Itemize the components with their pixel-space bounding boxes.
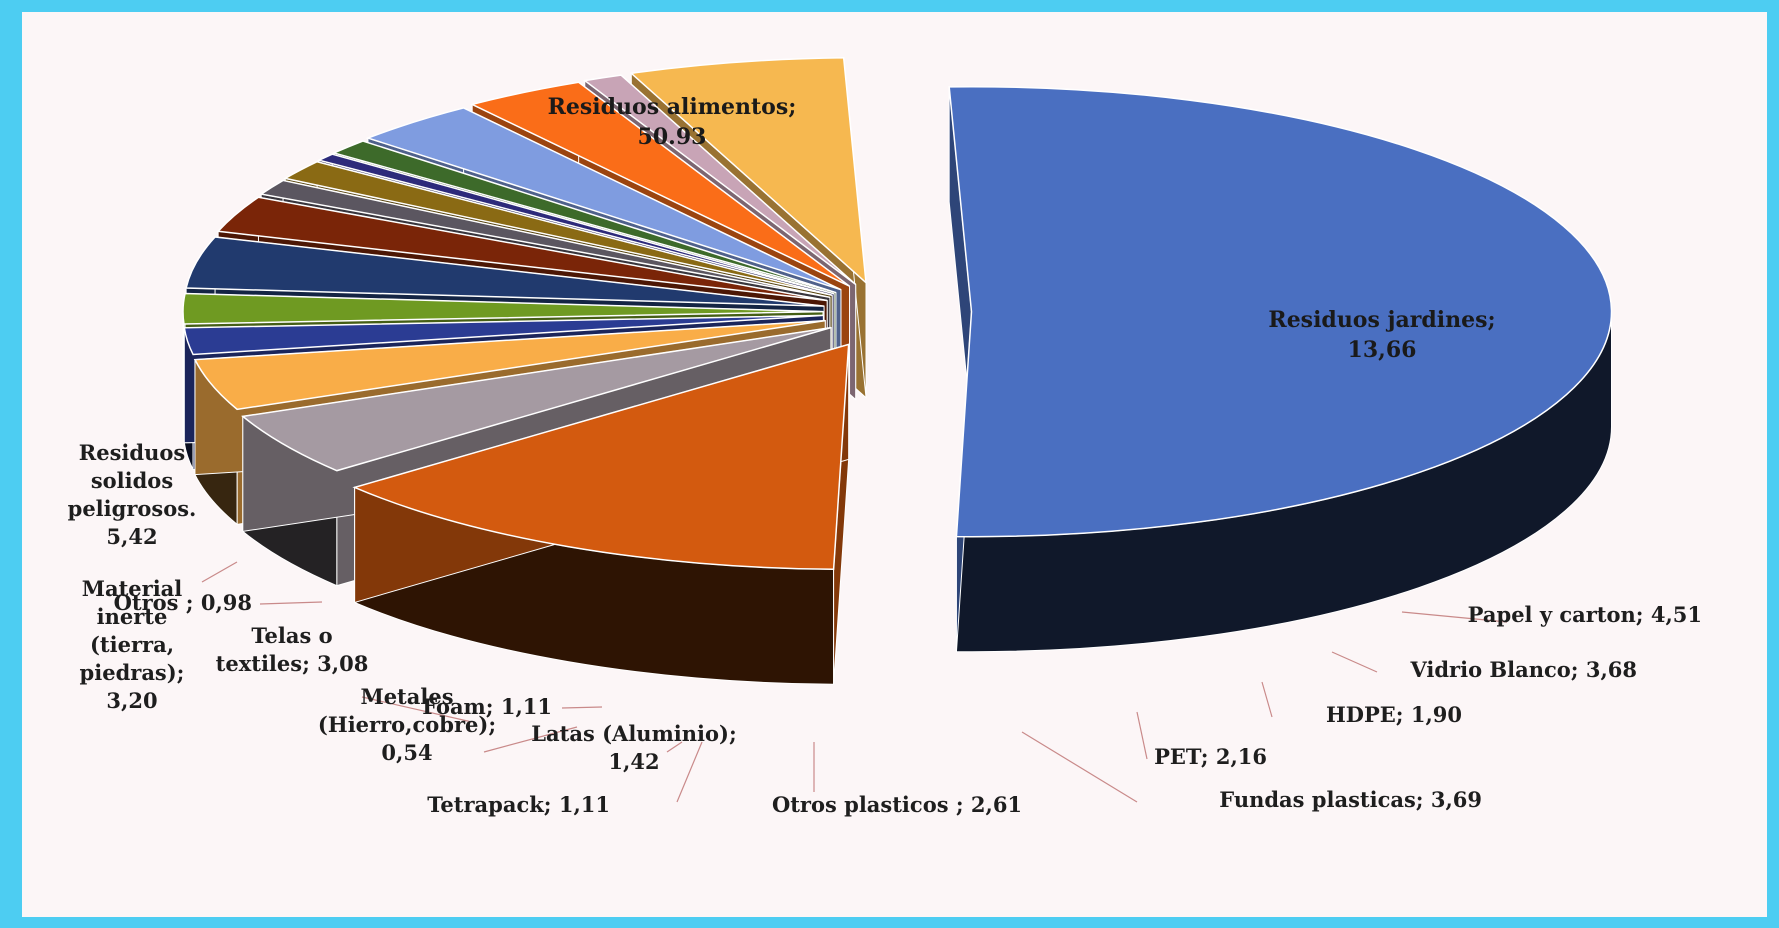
label-foam: Foam; 1,11 [422, 694, 552, 719]
label-tetrapack: Tetrapack; 1,11 [427, 792, 610, 817]
leader-telas-o-textiles [361, 696, 473, 723]
slice-tetrapack [259, 179, 831, 299]
slice-papel-y-carton [241, 326, 832, 472]
leader-pet [1136, 711, 1148, 760]
label-pet: PET; 2,16 [1154, 744, 1267, 769]
pie-chart: Residuos alimentos; 50.93 Residuos jardine… [68, 57, 1702, 817]
label-residuos-jardines: Residuos jardines; 13,66 [1268, 307, 1495, 363]
leader-lines [201, 561, 1508, 803]
leader-foam [561, 706, 603, 709]
leader-fundas-plasticas [1021, 731, 1138, 803]
slice-pet [182, 292, 824, 325]
label-hdpe: HDPE; 1,90 [1326, 702, 1462, 727]
label-papel-y-carton: Papel y carton; 4,51 [1468, 602, 1702, 627]
slice-residuos-solidos-peligrosos [629, 57, 867, 285]
label-residuos-solidos-peligrosos: Residuos solidos peligrosos. 5,42 [68, 440, 197, 549]
slice-foam [331, 140, 837, 294]
slice-otros-plasticos [216, 196, 828, 302]
leader-metales-hierro-cobre [483, 726, 578, 753]
label-otros-plasticos: Otros plasticos ; 2,61 [772, 792, 1022, 817]
leader-latas-aluminio [666, 741, 683, 753]
label-otros: Otros ; 0,98 [114, 590, 252, 615]
slice-hdpe [183, 314, 824, 356]
leader-hdpe [1261, 681, 1273, 718]
slice-fundas-plasticas [185, 236, 825, 307]
label-telas-o-textiles: Telas o textiles; 3,08 [216, 623, 369, 676]
slice-material-inerte-tierra-piedras [365, 107, 842, 291]
leader-papel-y-carton [1401, 611, 1508, 623]
slice-residuos-alimentos [948, 85, 1613, 538]
slice-otros [582, 74, 857, 286]
chart-panel: Residuos alimentos; 50.93 Residuos jardine… [22, 12, 1767, 917]
slice-telas-o-textiles [470, 81, 850, 287]
label-material-inerte-tierra-piedras: Material inerte (tierra, piedras); 3,20 [80, 576, 185, 713]
slice-tops [182, 57, 1613, 571]
slice-vidrio-blanco [193, 319, 826, 411]
leader-otros [259, 601, 323, 605]
label-fundas-plasticas: Fundas plasticas; 3,69 [1219, 787, 1482, 812]
slice-metales-hierro-cobre [316, 153, 835, 295]
slice-labels: Residuos alimentos; 50.93 Residuos jardine… [68, 94, 1702, 817]
slice-residuos-jardines [352, 343, 850, 571]
leader-vidrio-blanco [1331, 651, 1378, 673]
label-vidrio-blanco: Vidrio Blanco; 3,68 [1409, 657, 1637, 682]
label-latas-aluminio: Latas (Aluminio); 1,42 [531, 721, 736, 774]
label-metales-hierro-cobre: Metales (Hierro,cobre); 0,54 [318, 684, 496, 765]
leader-residuos-solidos-peligrosos [201, 561, 238, 583]
slice-latas-aluminio [283, 160, 833, 297]
label-residuos-alimentos: Residuos alimentos; 50.93 [548, 94, 797, 150]
leader-tetrapack [676, 741, 703, 803]
